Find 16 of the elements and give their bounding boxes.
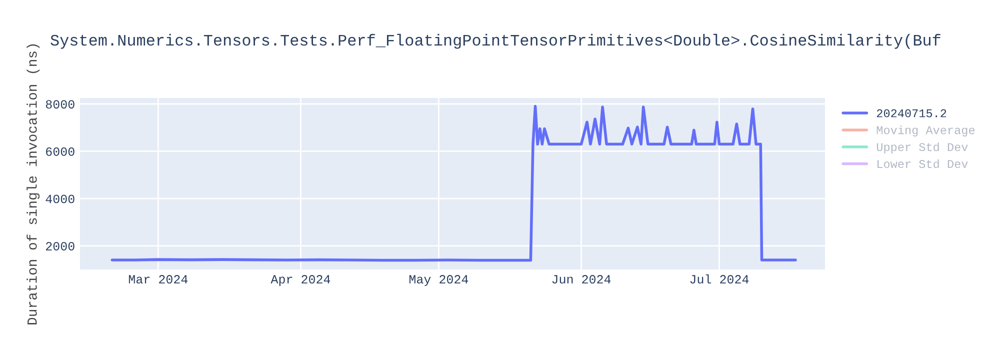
x-tick-label: Mar 2024: [128, 275, 188, 284]
x-tick-label: Jul 2024: [690, 274, 749, 284]
legend-label: 20240715.2: [876, 109, 946, 118]
y-tick-label: 6000: [46, 147, 74, 156]
y-tick-label: 8000: [46, 100, 74, 109]
chart-title: System.Numerics.Tensors.Tests.Perf_FloatingPointTensorPrimitives<Double>.CosineSimilarity(Buf: [50, 34, 940, 49]
legend-label: Upper Std Dev: [876, 142, 968, 154]
line-series: [110, 104, 797, 262]
y-tick-label: 4000: [46, 194, 74, 204]
x-tick-label: May 2024: [409, 275, 468, 286]
x-tick-label: Jun 2024: [552, 275, 611, 284]
legend-label: Moving Average: [876, 126, 975, 137]
y-axis-title: Duration of single invocation (ns): [26, 44, 40, 324]
legend-label: Lower Std Dev: [877, 159, 968, 168]
x-tick-label: Apr 2024: [270, 275, 330, 286]
y-tick-label: 2000: [46, 242, 74, 250]
